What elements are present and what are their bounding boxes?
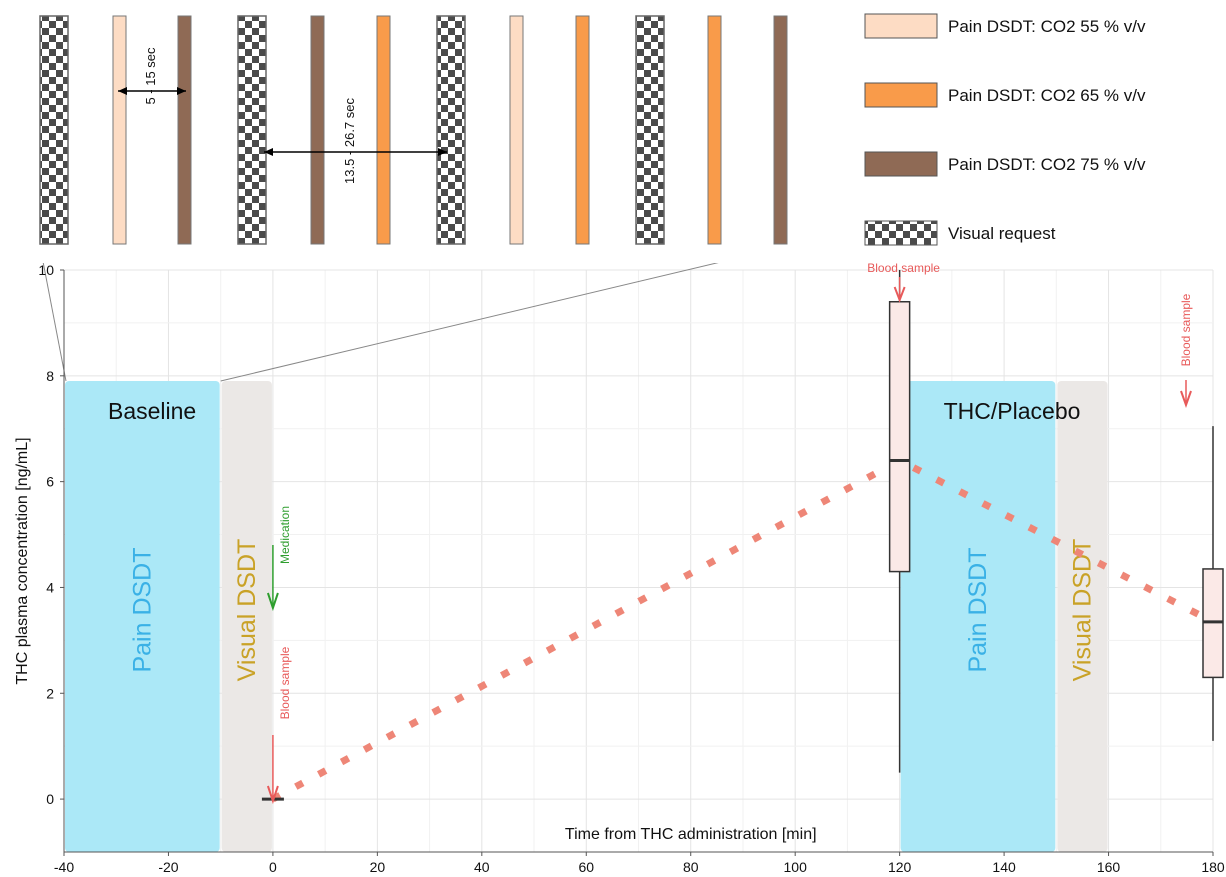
blood-sample-arrowhead bbox=[266, 785, 279, 805]
stimulus-sequence-inset: 5 - 15 sec 13.5 - 26.7 sec bbox=[12, 5, 812, 263]
y-tick-label: 4 bbox=[46, 579, 54, 595]
blood-sample-label: Blood sample bbox=[1179, 293, 1193, 366]
legend-label: Pain DSDT: CO2 55 % v/v bbox=[948, 17, 1146, 36]
inset-pain-bar bbox=[112, 15, 127, 245]
blood-sample-label: Blood sample bbox=[867, 261, 940, 275]
x-tick-label: 60 bbox=[578, 859, 594, 875]
phase-block-label: Visual DSDT bbox=[1068, 539, 1096, 682]
phase-block bbox=[1057, 381, 1108, 852]
zoom-line bbox=[220, 245, 789, 382]
x-tick-label: 0 bbox=[269, 859, 277, 875]
x-tick-label: 80 bbox=[683, 859, 699, 875]
medication-label: Medication bbox=[278, 506, 292, 564]
medication-arrowhead bbox=[266, 592, 279, 612]
legend: Pain DSDT: CO2 55 % v/v Pain DSDT: CO2 65… bbox=[864, 13, 1146, 246]
y-tick-label: 8 bbox=[46, 368, 54, 384]
phase-block-label: Pain DSDT bbox=[964, 547, 992, 672]
inset-visual-bar bbox=[237, 15, 267, 245]
inset-background bbox=[12, 5, 812, 263]
inset-pain-bar bbox=[177, 15, 192, 245]
inset-pain-bar bbox=[310, 15, 325, 245]
trend-dotted-line bbox=[271, 456, 1215, 803]
zoom-line bbox=[39, 245, 67, 382]
legend-swatch bbox=[864, 82, 938, 108]
blood-sample-arrowhead bbox=[1180, 390, 1192, 408]
inset-zoom-lines bbox=[39, 245, 789, 382]
axes: -40 -20 0 20 40 60 80 100 120 140 160 180 0 2 4 6 8 10 Tim… bbox=[14, 262, 1225, 875]
y-tick-label: 2 bbox=[46, 685, 54, 701]
trend-line bbox=[271, 456, 1215, 803]
x-axis-title: Time from THC administration [min] bbox=[565, 826, 817, 843]
phase-block bbox=[221, 381, 272, 852]
x-tick-label: -40 bbox=[54, 859, 74, 875]
x-tick-label: 160 bbox=[1097, 859, 1121, 875]
x-tick-label: 120 bbox=[888, 859, 912, 875]
legend-swatch bbox=[864, 220, 938, 246]
interval-label: 5 - 15 sec bbox=[143, 47, 158, 105]
phase-blocks: Pain DSDT Visual DSDT Pain DSDT Visual DSDT… bbox=[65, 381, 1108, 852]
inset-visual-bar bbox=[39, 15, 69, 245]
x-tick-label: 180 bbox=[1201, 859, 1225, 875]
phase-label: THC/Placebo bbox=[944, 398, 1081, 424]
x-tick-label: 140 bbox=[992, 859, 1016, 875]
legend-swatch bbox=[864, 151, 938, 177]
phase-block bbox=[65, 381, 220, 852]
blood-sample-label: Blood sample bbox=[278, 646, 292, 719]
inset-pain-bar bbox=[376, 15, 391, 245]
annotations: Medication Blood sample Blood sample Blood … bbox=[266, 261, 1193, 805]
inset-pain-bar bbox=[707, 15, 722, 245]
x-tick-label: 40 bbox=[474, 859, 490, 875]
phase-block-label: Pain DSDT bbox=[128, 547, 156, 672]
x-tick-label: 20 bbox=[370, 859, 386, 875]
box-iqr bbox=[888, 300, 911, 573]
x-tick-label: -20 bbox=[158, 859, 178, 875]
y-tick-label: 0 bbox=[46, 791, 54, 807]
legend-label: Visual request bbox=[948, 224, 1056, 243]
phase-block-label: Visual DSDT bbox=[233, 539, 261, 682]
legend-swatch bbox=[864, 13, 938, 39]
legend-label: Pain DSDT: CO2 65 % v/v bbox=[948, 86, 1146, 105]
x-tick-label: 100 bbox=[784, 859, 808, 875]
phase-block bbox=[900, 381, 1056, 852]
inset-pain-bar bbox=[773, 15, 788, 245]
inset-visual-bar bbox=[436, 15, 466, 245]
inset-pain-bar bbox=[509, 15, 524, 245]
inset-visual-bar bbox=[635, 15, 665, 245]
boxplots bbox=[261, 270, 1224, 801]
phase-label: Baseline bbox=[108, 398, 196, 424]
y-tick-label: 10 bbox=[38, 262, 54, 278]
y-tick-label: 6 bbox=[46, 474, 54, 490]
inset-pain-bar bbox=[575, 15, 590, 245]
y-axis-title: THC plasma concentration [ng/mL] bbox=[14, 437, 31, 684]
interval-label: 13.5 - 26.7 sec bbox=[342, 98, 357, 184]
blood-sample-arrowhead bbox=[893, 286, 906, 303]
legend-label: Pain DSDT: CO2 75 % v/v bbox=[948, 155, 1146, 174]
